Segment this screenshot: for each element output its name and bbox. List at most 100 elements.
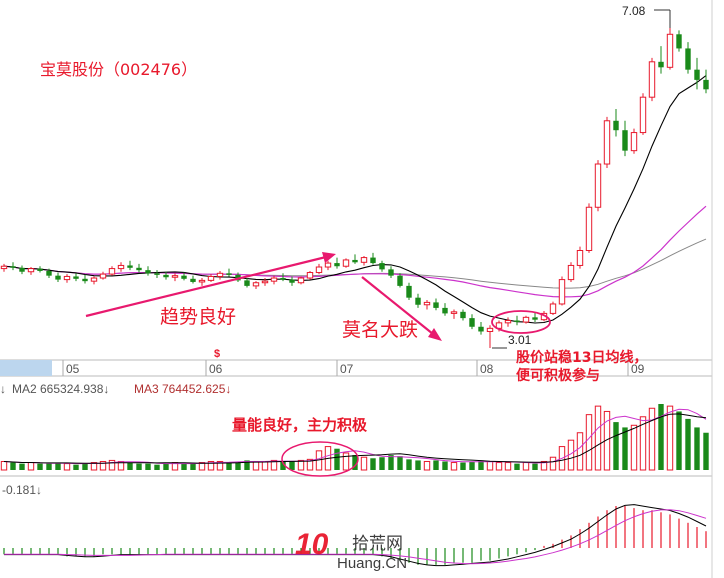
volume-bar-up	[549, 456, 557, 471]
volume-bar-up	[639, 416, 647, 471]
site-watermark-logo: 10 拾荒网 Huang.CN	[295, 528, 407, 572]
volume-bar-down	[397, 456, 403, 470]
candle-body-down	[37, 268, 43, 271]
watermark-site-cn: 拾荒网	[352, 534, 403, 553]
volume-bar-down	[289, 461, 295, 470]
month-label-07: 07	[340, 362, 354, 376]
volume-bar-down	[685, 418, 691, 470]
volume-bar-down	[136, 463, 142, 470]
volume-legend-ma3: MA3 764452.625↓	[134, 382, 231, 396]
candle-body-down	[154, 273, 160, 275]
volume-bar-down	[460, 462, 466, 470]
volume-bar-up	[297, 459, 305, 471]
volume-bar-up	[261, 460, 269, 471]
volume-bar-up	[576, 432, 584, 471]
volume-bar-up	[648, 407, 656, 471]
price-high-label: 7.08	[622, 4, 646, 18]
candle-body-down	[613, 120, 619, 131]
moving-average-lines	[3, 75, 707, 324]
candle-body-down	[190, 278, 196, 282]
candle-body-down	[406, 285, 412, 298]
candle-body-down	[397, 275, 403, 286]
volume-ma-long-line	[3, 413, 707, 464]
candle-body-up	[261, 280, 269, 284]
volume-bar-down	[532, 463, 538, 470]
watermark-site-en: Huang.CN	[337, 555, 407, 572]
volume-bar-down	[514, 463, 520, 470]
volume-bar-up	[342, 452, 350, 471]
candle-body-down	[334, 263, 340, 267]
candle-body-up	[198, 279, 206, 283]
ma13-line	[3, 75, 707, 324]
volume-bar-up	[108, 459, 116, 471]
volume-bar-up	[666, 405, 674, 471]
candle-body-up	[270, 277, 278, 282]
candle-body-down	[352, 259, 358, 263]
volume-bar-down	[190, 463, 196, 470]
volume-bar-up	[63, 463, 71, 471]
candle-body-up	[297, 277, 305, 284]
volume-bar-up	[423, 460, 431, 471]
volume-bar-up	[252, 460, 260, 471]
candle-body-up	[603, 120, 611, 165]
candle-body-up	[171, 275, 179, 278]
indicator-bars	[3, 506, 707, 565]
candle-body-up	[27, 268, 35, 273]
ma-mid-line	[3, 205, 707, 298]
candle-body-up	[207, 275, 215, 281]
candle-body-down	[415, 297, 421, 305]
candle-body-up	[558, 279, 566, 305]
month-label-09: 09	[631, 362, 645, 376]
candle-body-down	[19, 267, 25, 272]
candle-body-up	[567, 264, 575, 281]
annotation-volume-good: 量能良好，主力积极	[232, 416, 368, 434]
volume-bar-down	[127, 462, 133, 470]
candle-body-up	[630, 132, 638, 152]
volume-bar-down	[145, 463, 151, 470]
candle-body-down	[469, 318, 475, 327]
volume-bar-up	[495, 462, 503, 471]
volume-bar-down	[352, 455, 358, 470]
volume-bar-down	[613, 422, 619, 470]
candle-body-down	[532, 317, 538, 320]
volume-legend-prefix: ↓	[0, 382, 6, 396]
volume-bar-up	[306, 458, 314, 471]
volume-bar-up	[486, 460, 494, 471]
indicator-lines	[4, 504, 707, 567]
event-marker-icon[interactable]: $	[214, 348, 220, 360]
volume-bar-down	[19, 463, 25, 470]
watermark-number: 10	[295, 528, 329, 561]
month-label-08: 08	[480, 362, 494, 376]
volume-bar-down	[694, 427, 700, 470]
candle-body-down	[289, 279, 295, 283]
volume-bar-down	[388, 455, 394, 470]
volume-bar-down	[703, 432, 709, 470]
timeline-scroll-thumb[interactable]	[0, 360, 52, 376]
candle-body-down	[244, 280, 250, 286]
candle-body-up	[63, 275, 71, 281]
volume-bar-down	[658, 404, 664, 470]
candle-body-down	[379, 263, 385, 270]
volume-bar-down	[235, 461, 241, 470]
volume-bar-down	[622, 427, 628, 470]
volume-bar-down	[280, 461, 286, 470]
month-label-06: 06	[209, 362, 223, 376]
annotation-trend-good: 趋势良好	[160, 306, 236, 328]
candle-body-up	[99, 273, 107, 279]
candle-body-down	[82, 278, 88, 282]
volume-bar-down	[37, 463, 43, 470]
candle-body-up	[594, 163, 602, 208]
volume-bar-down	[154, 464, 160, 470]
volume-bar-down	[244, 460, 250, 470]
volume-bar-up	[99, 460, 107, 471]
candle-body-up	[216, 272, 224, 277]
candle-body-down	[622, 130, 628, 151]
candle-body-down	[433, 302, 439, 308]
candle-body-up	[648, 61, 656, 98]
candle-body-up	[342, 259, 350, 267]
stabilize-highlight-ellipse	[491, 310, 551, 334]
candle-body-down	[55, 275, 61, 280]
volume-bar-down	[370, 458, 376, 470]
volume-bar-down	[334, 448, 340, 470]
